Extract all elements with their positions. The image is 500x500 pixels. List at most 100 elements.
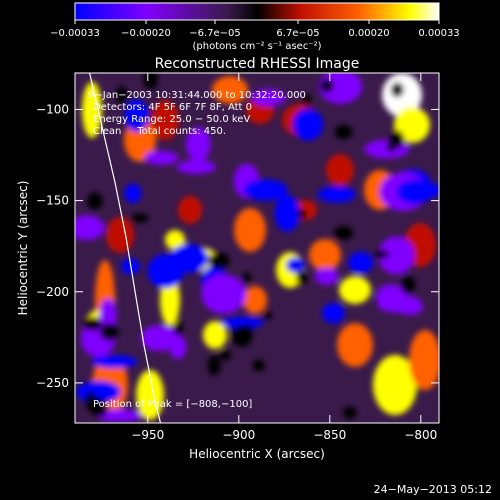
heatmap-blob (309, 239, 341, 271)
heatmap-blob (243, 179, 288, 201)
heatmap-blob (320, 78, 334, 93)
heatmap-blob (376, 284, 406, 311)
heatmap-blob (339, 276, 371, 304)
heatmap-blob (303, 94, 312, 106)
heatmap-blob (412, 182, 439, 198)
y-axis-label: Heliocentric Y (arcsec) (16, 181, 30, 316)
colorbar-tick-label: 0.00033 (418, 28, 459, 39)
heatmap-blob (143, 73, 158, 90)
heatmap-blob (337, 323, 373, 367)
chart-title: Reconstructed RHESSI Image (155, 56, 360, 72)
x-tick-label: −850 (313, 428, 346, 442)
heatmap-blob (409, 330, 439, 390)
image-area (75, 73, 439, 423)
heatmap-blob (141, 325, 179, 352)
heatmap-blob (334, 124, 353, 140)
heatmap-blob (124, 183, 142, 204)
heatmap-blob (216, 279, 238, 307)
heatmap-blob (252, 359, 265, 372)
y-axis-ticks (75, 108, 439, 384)
heatmap-blob (147, 253, 184, 289)
annotation-detectors: Detectors: 4F 5F 6F 7F 8F, Att 0 (93, 102, 252, 113)
heatmap-blob (234, 208, 266, 252)
heatmap-blob (292, 108, 324, 141)
x-tick-label: −950 (131, 428, 164, 442)
heatmap-blob (326, 154, 354, 186)
heatmap-blob (348, 251, 374, 274)
heatmap-blob (178, 196, 202, 224)
heatmap-blob (83, 317, 102, 331)
heatmap-blob (390, 82, 404, 98)
heatmap-blob (382, 73, 422, 117)
heatmap-blob (317, 186, 356, 203)
heatmap-blob (82, 82, 102, 138)
heatmap-blob (203, 321, 227, 349)
heatmap-blobs (75, 73, 439, 423)
heatmap-blob (165, 230, 185, 250)
footer-timestamp: 24−May−2013 05:12 (373, 483, 492, 496)
colorbar-tick-label: −0.00020 (121, 28, 171, 39)
heatmap-blob (207, 355, 221, 376)
heatmap-blob (243, 286, 267, 314)
heatmap-blob (251, 88, 286, 106)
y-axis-tick-labels: −100 −150 −200 −250 (36, 102, 69, 389)
x-axis-label: Heliocentric X (arcsec) (189, 447, 325, 461)
heatmap-blob (208, 252, 230, 270)
colorbar-tick-label: 0.00020 (348, 28, 389, 39)
x-axis-ticks (147, 73, 422, 423)
heatmap-blob (274, 194, 300, 232)
heatmap-blob (173, 319, 183, 337)
heatmap-blob (91, 355, 138, 369)
heatmap-blob (185, 127, 211, 162)
heatmap-blob (342, 406, 357, 419)
colorbar (74, 2, 440, 21)
colorbar-tick-label: −0.00033 (50, 28, 100, 39)
colorbar-tick-label: −6.7e−05 (189, 28, 241, 39)
heatmap-blob (314, 267, 339, 285)
heatmap-blob (378, 236, 415, 275)
heatmap-blob (400, 276, 416, 294)
heatmap-blob (220, 316, 264, 329)
heatmap-blob (285, 257, 305, 273)
heatmap-blob (106, 217, 134, 253)
heatmap-blob (85, 391, 97, 411)
heatmap-blob (219, 349, 231, 361)
heatmap-blob (386, 140, 396, 153)
heatmap-blob (296, 270, 308, 285)
colorbar-ticks (74, 20, 440, 24)
heatmap-blob (116, 85, 128, 104)
heatmap-blob (87, 192, 103, 210)
heatmap-blob (373, 355, 417, 415)
plot-frame (74, 72, 440, 424)
x-tick-label: −800 (404, 428, 437, 442)
colorbar-tick-label: 6.7e−05 (276, 28, 319, 39)
heatmap-blob (321, 302, 345, 324)
heatmap-blob (144, 150, 179, 165)
y-tick-label: −150 (36, 194, 69, 208)
y-tick-label: −250 (36, 376, 69, 390)
heatmap-blob (212, 76, 248, 104)
heatmap-blob (124, 99, 149, 132)
heatmap-blob (333, 226, 354, 240)
y-tick-label: −100 (36, 102, 69, 116)
annotation-energy-range: Energy Range: 25.0 − 50.0 keV (93, 114, 250, 125)
annotation-clean-counts: Clean Total counts: 450. (93, 126, 226, 137)
heatmap-blob (296, 209, 308, 219)
heatmap-blob (242, 272, 252, 284)
heatmap-blob (394, 107, 430, 143)
colorbar-unit-label: (photons cm⁻² s⁻¹ asec⁻²) (192, 41, 321, 52)
annotation-peak-position: Position of Peak = [−808,−100] (93, 399, 252, 410)
heatmap-blob (99, 323, 119, 341)
heatmap-blob (176, 159, 216, 174)
heatmap-blob (75, 215, 105, 240)
heatmap-blob (131, 213, 149, 223)
y-tick-label: −200 (36, 285, 69, 299)
annotation-time-range: 9−Jan−2003 10:31:44.000 to 10:32:20.000 (88, 90, 306, 101)
heatmap-blob (263, 311, 273, 320)
heatmap-blob (373, 249, 390, 259)
solar-limb-line (89, 73, 162, 423)
heatmap-blob (231, 325, 253, 347)
x-axis-tick-labels: −950 −900 −850 −800 (131, 428, 437, 442)
heatmap-blob (151, 100, 179, 140)
